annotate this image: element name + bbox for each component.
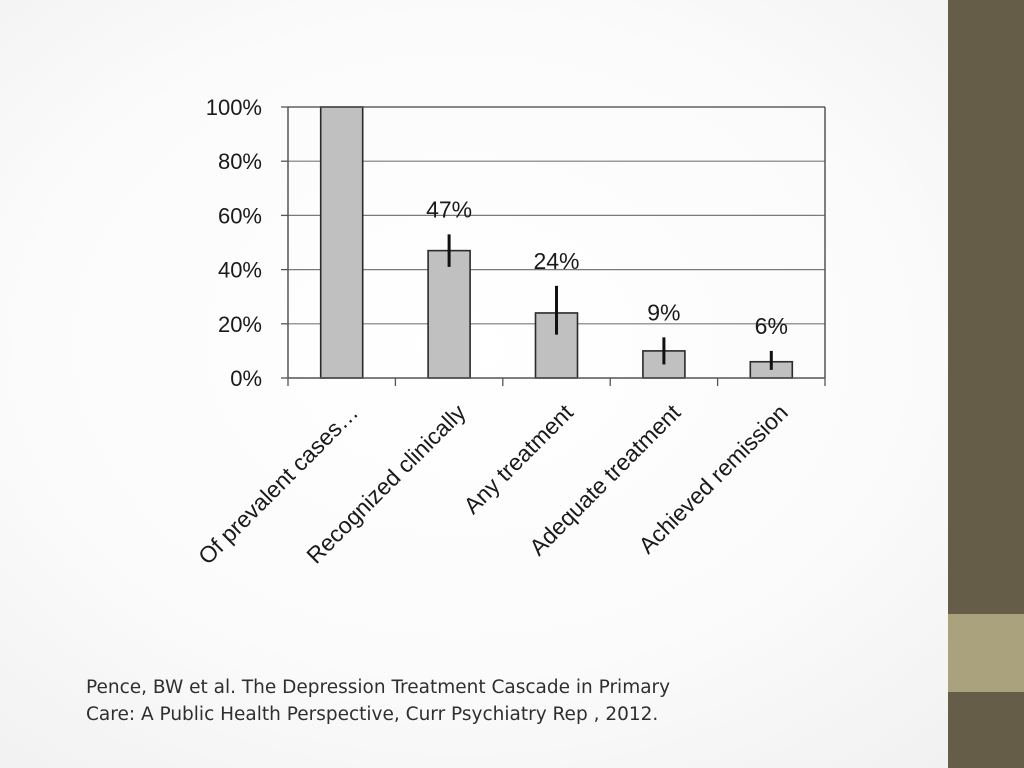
data-label: 24% (533, 248, 579, 274)
y-tick-label: 80% (218, 149, 262, 174)
bars (319, 106, 794, 379)
citation-line-2: Care: A Public Health Perspective, Curr … (86, 704, 659, 725)
y-tick-label: 100% (206, 95, 262, 120)
data-label: 47% (426, 196, 472, 222)
error-bars (447, 234, 773, 370)
y-axis-ticks: 0% 20% 40% 60% 80% 100% (206, 95, 288, 391)
category-labels: Of prevalent cases…Recognized clinically… (193, 399, 793, 570)
y-tick-label: 20% (218, 312, 262, 337)
bar (319, 106, 364, 379)
data-labels: 47% 24% 9% 6% (426, 196, 788, 339)
y-tick-label: 0% (230, 366, 262, 391)
plot-frame (287, 106, 826, 386)
bar (427, 249, 471, 379)
y-tick-label: 40% (218, 258, 262, 283)
slide-sidebar-band (948, 0, 1024, 768)
y-tick-label: 60% (218, 203, 262, 228)
data-label: 9% (647, 299, 680, 325)
category-label: Any treatment (458, 399, 578, 519)
data-label: 6% (755, 313, 788, 339)
slide-sidebar-accent (948, 614, 1024, 692)
citation-line-1: Pence, BW et al. The Depression Treatmen… (86, 677, 671, 698)
citation-caption: Pence, BW et al. The Depression Treatmen… (86, 674, 846, 728)
bar-chart: 0% 20% 40% 60% 80% 100% 47% 24% 9% 6% Of prevale… (193, 95, 826, 570)
